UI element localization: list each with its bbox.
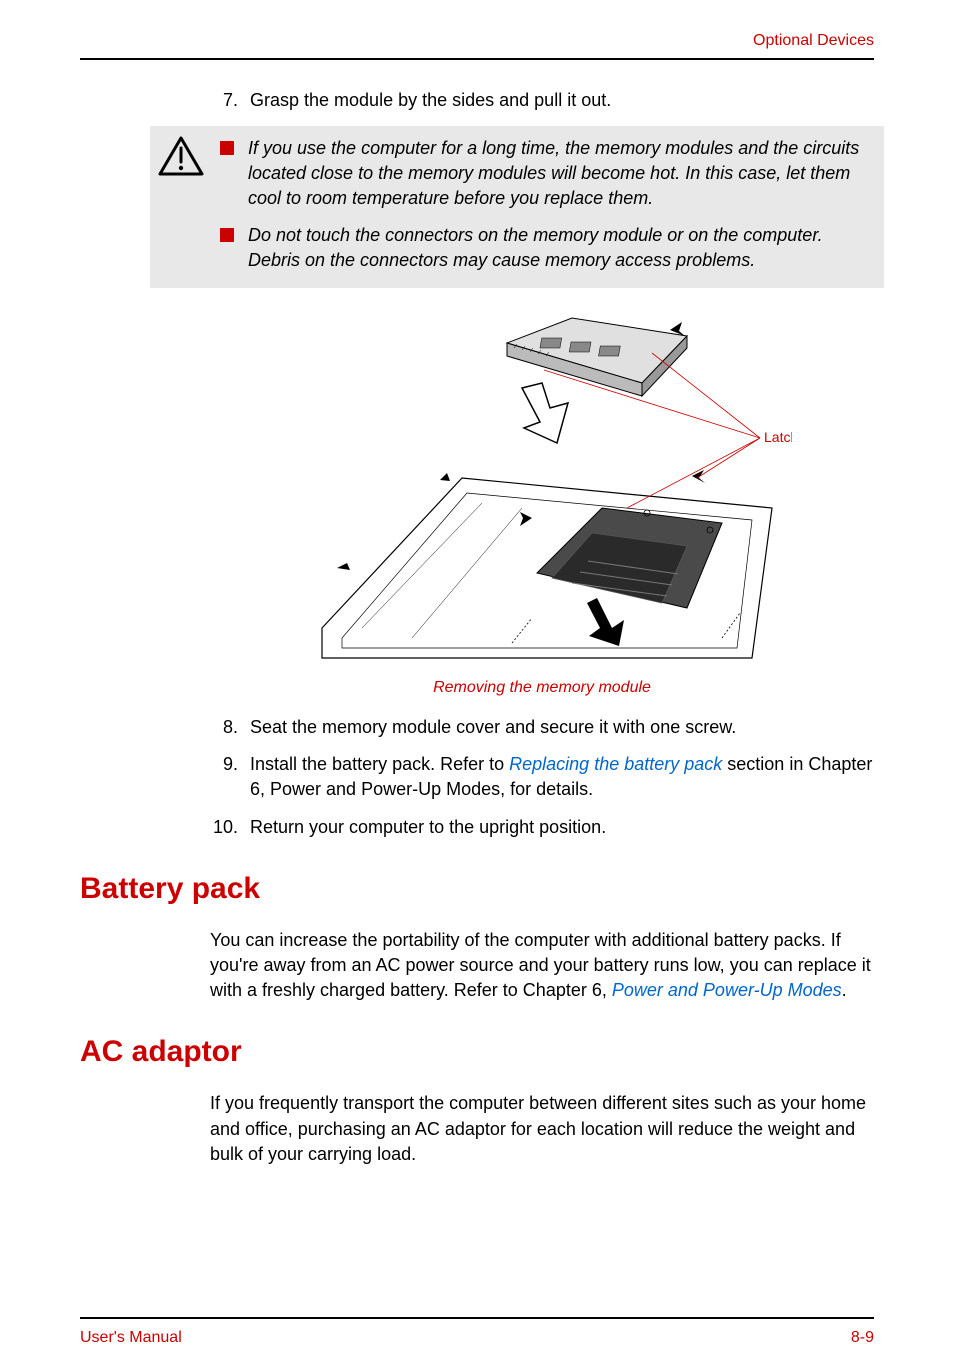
figure-removing-memory: Latches Removing the memory module — [210, 308, 874, 700]
caution-content: If you use the computer for a long time,… — [220, 136, 870, 274]
step-number: 9. — [210, 752, 238, 802]
step9-pre: Install the battery pack. Refer to — [250, 754, 509, 774]
footer-page-number: 8-9 — [851, 1327, 874, 1349]
ac-paragraph: If you frequently transport the computer… — [210, 1091, 874, 1167]
caution-bullet-2: Do not touch the connectors on the memor… — [220, 223, 870, 273]
step-text: Return your computer to the upright posi… — [250, 815, 874, 840]
bullet-icon — [220, 228, 234, 242]
figure-caption: Removing the memory module — [210, 677, 874, 699]
step-number: 7. — [210, 88, 238, 113]
battery-paragraph: You can increase the portability of the … — [210, 928, 874, 1004]
heading-ac-adaptor: AC adaptor — [80, 1031, 874, 1073]
caution-text: If you use the computer for a long time,… — [248, 136, 870, 212]
link-power-modes[interactable]: Power and Power-Up Modes — [612, 980, 842, 1000]
battery-text-post: . — [842, 980, 847, 1000]
caution-text: Do not touch the connectors on the memor… — [248, 223, 870, 273]
latches-label: Latches — [764, 429, 792, 445]
top-horizontal-rule — [80, 58, 874, 60]
step-9: 9. Install the battery pack. Refer to Re… — [210, 752, 874, 802]
step-text: Seat the memory module cover and secure … — [250, 715, 874, 740]
caution-box: If you use the computer for a long time,… — [150, 126, 884, 288]
step-number: 10. — [210, 815, 238, 840]
page-footer: User's Manual 8-9 — [80, 1317, 874, 1349]
bullet-icon — [220, 141, 234, 155]
step-text: Grasp the module by the sides and pull i… — [250, 88, 874, 113]
step-8: 8. Seat the memory module cover and secu… — [210, 715, 874, 740]
step-text: Install the battery pack. Refer to Repla… — [250, 752, 874, 802]
step-7: 7. Grasp the module by the sides and pul… — [210, 88, 874, 113]
caution-icon — [150, 136, 220, 274]
footer-manual-label: User's Manual — [80, 1327, 182, 1349]
header-section-title: Optional Devices — [80, 30, 874, 58]
caution-bullet-1: If you use the computer for a long time,… — [220, 136, 870, 212]
link-replacing-battery[interactable]: Replacing the battery pack — [509, 754, 722, 774]
heading-battery-pack: Battery pack — [80, 868, 874, 910]
step-number: 8. — [210, 715, 238, 740]
step-10: 10. Return your computer to the upright … — [210, 815, 874, 840]
